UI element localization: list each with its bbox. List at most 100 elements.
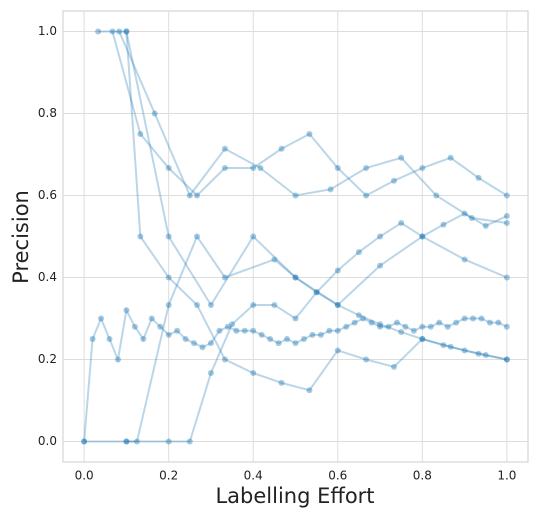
- point: [461, 210, 468, 217]
- point: [390, 363, 397, 370]
- point: [258, 331, 265, 338]
- point: [165, 274, 172, 281]
- point: [419, 233, 426, 240]
- point: [221, 145, 228, 152]
- point: [224, 323, 231, 330]
- y-tick-label: 0.0: [38, 434, 57, 448]
- point: [453, 319, 460, 326]
- x-tick-label: 0.8: [413, 469, 432, 483]
- point: [233, 327, 240, 334]
- point: [470, 315, 477, 322]
- point: [468, 215, 475, 222]
- point: [278, 145, 285, 152]
- point: [250, 165, 257, 172]
- point: [292, 340, 299, 347]
- point: [447, 154, 454, 161]
- point: [250, 301, 257, 308]
- point: [360, 315, 367, 322]
- point: [377, 233, 384, 240]
- point: [221, 356, 228, 363]
- point: [137, 131, 144, 137]
- point: [503, 356, 510, 363]
- x-tick-label: 0.4: [244, 469, 263, 483]
- point: [334, 327, 341, 334]
- point: [292, 315, 299, 322]
- point: [123, 438, 130, 445]
- point: [419, 233, 426, 240]
- point: [419, 323, 426, 330]
- point: [363, 165, 370, 172]
- point: [503, 192, 510, 199]
- point: [123, 28, 130, 35]
- point: [503, 274, 510, 281]
- point: [447, 343, 454, 350]
- point: [334, 267, 341, 274]
- point: [257, 165, 264, 172]
- point: [461, 347, 468, 354]
- series-line: [125, 31, 508, 307]
- point: [116, 28, 123, 35]
- point: [419, 336, 426, 342]
- point: [278, 379, 285, 386]
- point: [363, 356, 370, 363]
- x-axis-label: Labelling Effort: [215, 484, 374, 508]
- point: [148, 315, 155, 322]
- point: [207, 370, 214, 377]
- point: [334, 301, 341, 308]
- point: [433, 192, 440, 199]
- point: [241, 327, 248, 334]
- point: [503, 219, 510, 226]
- point: [98, 315, 105, 322]
- point: [250, 327, 257, 334]
- point: [229, 321, 236, 328]
- point: [186, 438, 193, 445]
- point: [355, 312, 362, 319]
- point: [317, 331, 324, 338]
- point: [419, 336, 426, 342]
- point: [300, 336, 307, 342]
- point: [393, 319, 400, 326]
- point: [461, 315, 468, 322]
- y-tick-label: 0.4: [38, 270, 57, 284]
- point: [410, 327, 417, 334]
- point: [306, 131, 313, 137]
- point: [182, 336, 189, 342]
- point: [194, 233, 201, 240]
- point: [221, 165, 228, 172]
- point: [461, 256, 468, 263]
- point: [267, 336, 274, 342]
- point: [165, 438, 172, 445]
- point: [475, 350, 482, 357]
- point: [385, 323, 392, 330]
- point: [309, 331, 316, 338]
- point: [440, 342, 447, 349]
- point: [95, 28, 102, 35]
- point: [271, 301, 278, 308]
- point: [106, 336, 113, 342]
- point: [123, 438, 130, 445]
- point: [313, 289, 320, 296]
- x-tick-label: 0.6: [328, 469, 347, 483]
- point: [436, 319, 443, 326]
- point: [427, 323, 434, 330]
- point: [503, 323, 510, 330]
- point: [137, 233, 144, 240]
- point: [355, 249, 362, 256]
- point: [157, 323, 164, 330]
- point: [377, 262, 384, 269]
- point: [191, 340, 198, 347]
- y-tick-label: 1.0: [38, 24, 57, 38]
- point: [165, 233, 172, 240]
- point: [495, 319, 502, 326]
- point: [207, 301, 214, 308]
- point: [250, 370, 257, 377]
- point: [503, 356, 510, 363]
- point: [174, 327, 181, 334]
- point: [194, 192, 201, 199]
- point: [81, 438, 88, 445]
- point: [275, 340, 282, 347]
- series-line: [98, 30, 508, 392]
- point: [326, 327, 333, 334]
- point: [284, 336, 291, 342]
